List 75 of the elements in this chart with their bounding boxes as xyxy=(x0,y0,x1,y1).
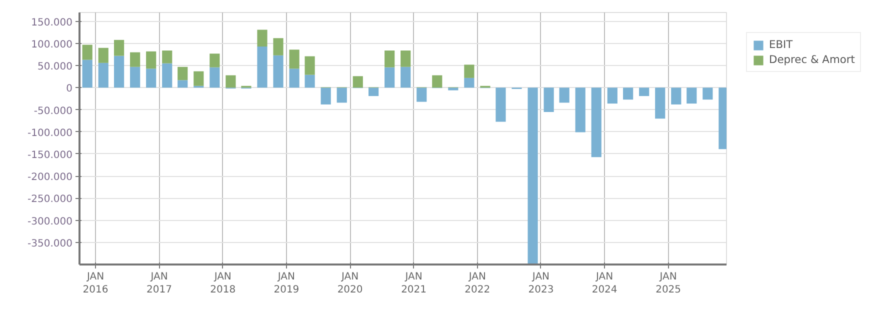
bar xyxy=(496,88,506,122)
bar xyxy=(432,75,442,88)
bar xyxy=(384,50,395,68)
bar xyxy=(273,55,284,88)
bar xyxy=(210,54,220,68)
bar xyxy=(82,44,92,60)
bar xyxy=(686,88,697,104)
legend-label: Deprec & Amort xyxy=(769,53,855,66)
x-tick-label: JAN 2023 xyxy=(528,272,554,296)
bar xyxy=(114,40,124,56)
bar xyxy=(257,30,268,47)
y-tick-label: 0 xyxy=(66,84,73,95)
bar xyxy=(368,88,379,96)
x-tick-label: JAN 2025 xyxy=(656,272,682,296)
bar xyxy=(178,80,188,88)
bar xyxy=(702,88,713,100)
y-tick-label: -300.000 xyxy=(28,216,73,228)
bar xyxy=(130,52,140,67)
y-tick-label: -150.000 xyxy=(28,150,73,161)
bar xyxy=(384,67,395,88)
x-tick-label: JAN 2022 xyxy=(464,272,490,296)
bar xyxy=(146,51,156,69)
bar xyxy=(178,66,188,80)
bar xyxy=(320,88,331,104)
y-tick-label: -350.000 xyxy=(28,238,73,250)
y-tick-label: 50.000 xyxy=(38,62,73,73)
y-tick-label: -100.000 xyxy=(28,128,73,139)
bar xyxy=(448,88,458,90)
bar xyxy=(130,66,140,88)
bar xyxy=(671,88,682,104)
legend-label: EBIT xyxy=(769,38,793,51)
bar xyxy=(273,38,284,56)
bar xyxy=(304,74,315,88)
bar xyxy=(591,88,602,158)
bar xyxy=(544,88,554,112)
bar xyxy=(464,64,474,78)
bar xyxy=(528,88,538,264)
x-tick-label: JAN 2020 xyxy=(337,272,363,296)
bar xyxy=(400,66,411,88)
y-tick-label: 100.000 xyxy=(31,39,73,50)
x-tick-label: JAN 2024 xyxy=(592,272,618,296)
bar xyxy=(98,62,108,88)
bar xyxy=(607,88,618,104)
bar xyxy=(464,78,474,88)
bar xyxy=(416,88,427,102)
bar xyxy=(98,48,108,63)
bar xyxy=(226,75,236,88)
y-tick-label: -250.000 xyxy=(28,194,73,206)
bar xyxy=(210,67,220,88)
bar xyxy=(289,50,300,69)
bar xyxy=(114,56,124,88)
bar xyxy=(575,88,586,132)
bar xyxy=(336,88,347,103)
bar xyxy=(257,46,268,88)
y-tick-label: 150.000 xyxy=(31,17,73,28)
bar xyxy=(559,88,570,103)
x-tick-label: JAN 2018 xyxy=(210,272,236,296)
bar xyxy=(623,88,634,100)
y-tick-label: -200.000 xyxy=(28,172,73,184)
bar xyxy=(400,50,411,67)
y-tick-label: -50.000 xyxy=(34,106,73,117)
x-tick-label: JAN 2017 xyxy=(146,272,172,296)
bar xyxy=(146,68,156,88)
bar xyxy=(194,71,204,86)
bar xyxy=(304,56,315,75)
bar xyxy=(82,60,92,88)
bar xyxy=(655,88,666,119)
bar xyxy=(639,88,650,96)
x-tick-label: JAN 2016 xyxy=(82,272,108,296)
x-tick-label: JAN 2021 xyxy=(401,272,427,296)
bar xyxy=(162,63,172,88)
x-tick-label: JAN 2019 xyxy=(274,272,300,296)
bar xyxy=(162,50,172,64)
bar xyxy=(289,68,300,88)
bar xyxy=(352,76,363,88)
